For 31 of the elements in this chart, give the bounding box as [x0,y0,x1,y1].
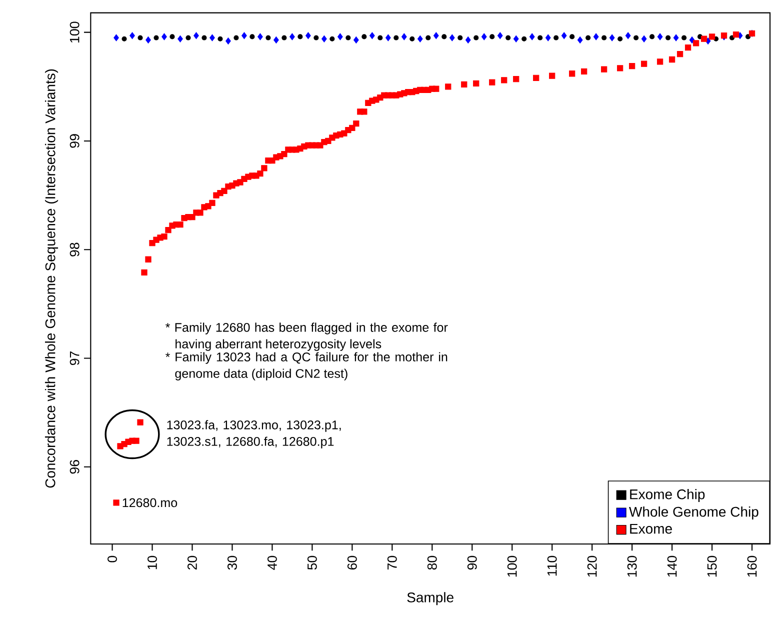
legend-label: Whole Genome Chip [629,506,758,520]
y-axis-title: Concordance with Whole Genome Sequence (Intersection Variants) [44,69,58,488]
y-tick-label: 99 [70,134,80,148]
x-tick-label: 120 [587,556,597,577]
y-tick-label: 100 [70,22,80,42]
x-tick-label: 10 [148,556,157,570]
legend-label: Exome [630,524,672,534]
annotation: 12680.mo [122,498,178,508]
x-tick-label: 30 [228,556,237,570]
x-tick-label: 90 [467,556,477,570]
x-tick-label: 130 [627,556,637,577]
x-tick-label: 40 [267,556,277,570]
annotation: * Family 12680 has been flagged in the exome for having aberrant heterozygosity levels [166,322,448,351]
x-tick-label: 60 [347,556,357,570]
y-tick-label: 96 [70,460,80,474]
x-tick-label: 0 [108,556,117,562]
x-tick-label: 140 [667,556,677,577]
legend-label: Exome Chip [630,489,705,502]
annotation: * Family 13023 had a QC failure for the mother in genome data (diploid CN2 test) [166,352,448,380]
x-tick-label: 160 [747,556,757,577]
y-tick-label: 97 [70,351,80,366]
x-tick-label: 80 [427,556,437,570]
y-tick-label: 98 [70,242,80,256]
x-tick-label: 100 [507,556,517,577]
x-tick-label: 110 [547,556,557,576]
annotation: 13023.fa, 13023.mo, 13023.p1, 13023.s1, 12680.fa, 12680.p1 [167,420,341,448]
x-tick-label: 70 [387,556,397,570]
x-tick-label: 20 [188,556,197,570]
x-axis-title: Sample [407,592,454,606]
x-tick-label: 50 [307,556,317,570]
x-tick-label: 150 [707,556,717,577]
